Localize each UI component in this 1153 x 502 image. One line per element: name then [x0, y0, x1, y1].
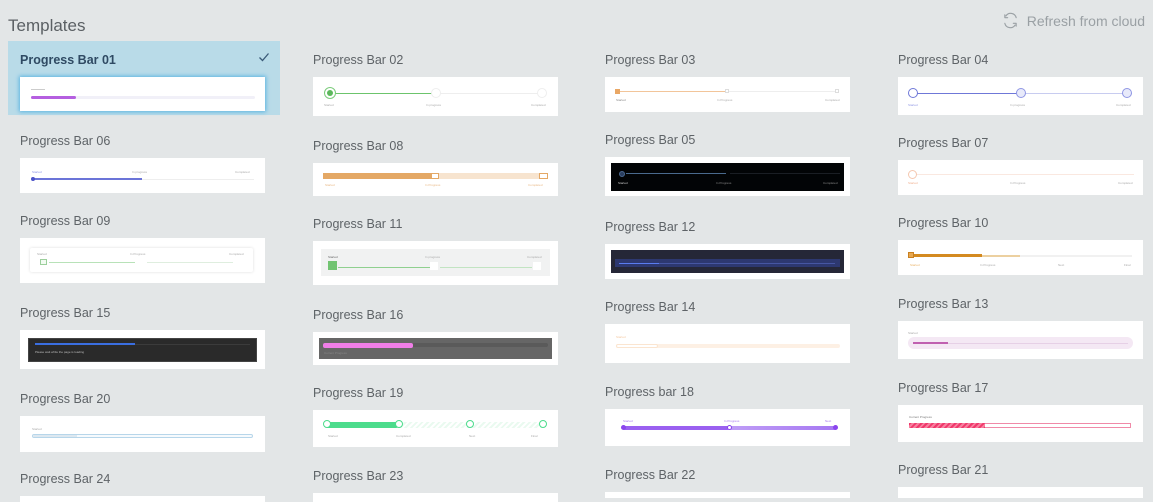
template-name: Progress Bar 12 [605, 220, 696, 234]
template-name: Progress Bar 17 [898, 381, 989, 395]
template-name: Progress Bar 11 [313, 217, 403, 231]
template-progress-bar-02[interactable]: Progress Bar 02 Started In progress Comp… [301, 53, 573, 117]
template-name: Progress Bar 22 [605, 468, 696, 482]
template-progress-bar-19[interactable]: Progress Bar 19 Started Completed Next F… [301, 386, 573, 450]
template-progress-bar-16[interactable]: Progress Bar 16 Current Progress [301, 308, 573, 368]
template-progress-bar-15[interactable]: Progress Bar 15 Please wait while the pa… [8, 306, 280, 370]
template-thumbnail [20, 77, 265, 111]
template-progress-bar-23[interactable]: Progress Bar 23 [301, 469, 573, 502]
checkmark-icon [259, 53, 269, 62]
template-thumbnail: Started In progress Completed [898, 77, 1143, 115]
template-thumbnail: Started Completed Next Final [313, 410, 558, 447]
template-thumbnail: Started In Progress Completed [605, 157, 850, 196]
template-name: Progress Bar 16 [313, 308, 404, 322]
template-thumbnail: Started In Progress Completed [313, 163, 558, 196]
page-title: Templates [8, 16, 86, 35]
template-thumbnail: Started In Progress Completed [605, 77, 850, 112]
template-name: Progress Bar 24 [20, 472, 111, 486]
template-name: Progress Bar 19 [313, 386, 404, 400]
template-name: Progress Bar 09 [20, 214, 111, 228]
template-progress-bar-14[interactable]: Progress Bar 14 Started [593, 300, 865, 364]
template-progress-bar-13[interactable]: Progress Bar 13 Started [886, 297, 1153, 361]
template-thumbnail [313, 493, 558, 502]
loading-text: Please wait while the page is loading [35, 350, 85, 354]
template-thumbnail: Started In progress Completed [20, 158, 265, 193]
template-name: Progress Bar 05 [605, 133, 696, 147]
template-name: Progress Bar 13 [898, 297, 989, 311]
template-thumbnail: Current Progress [898, 405, 1143, 442]
template-progress-bar-07[interactable]: Progress Bar 07 Started In Progress Comp… [886, 136, 1153, 196]
template-thumbnail [605, 244, 850, 279]
template-progress-bar-08[interactable]: Progress Bar 08 Started In Progress Comp… [301, 139, 573, 199]
template-name: Progress Bar 14 [605, 300, 696, 314]
template-thumbnail: Current Progress [313, 332, 558, 365]
template-progress-bar-09[interactable]: Progress Bar 09 Started In Progress Comp… [8, 214, 280, 284]
template-progress-bar-22[interactable]: Progress Bar 22 [593, 468, 865, 502]
template-name: Progress Bar 15 [20, 306, 111, 320]
template-progress-bar-03[interactable]: Progress Bar 03 Started In Progress Comp… [593, 53, 865, 113]
template-progress-bar-05[interactable]: Progress Bar 05 Started In Progress Comp… [593, 133, 865, 197]
template-thumbnail: Started [898, 321, 1143, 359]
template-progress-bar-11[interactable]: Progress Bar 11 Started In progress Comp… [301, 217, 573, 289]
template-thumbnail: Started In Progress Next Final [898, 240, 1143, 275]
template-progress-bar-12[interactable]: Progress Bar 12 [593, 220, 865, 280]
template-name: Progress Bar 06 [20, 134, 111, 148]
template-thumbnail [605, 492, 850, 498]
template-progress-bar-10[interactable]: Progress Bar 10 Started In Progress Next… [886, 216, 1153, 276]
template-name: Progress Bar 07 [898, 136, 989, 150]
template-progress-bar-18[interactable]: Progress bar 18 Started In Progress Next [593, 385, 865, 449]
template-thumbnail [20, 496, 265, 502]
refresh-label: Refresh from cloud [1026, 12, 1145, 29]
template-thumbnail: Started In progress Completed [313, 77, 558, 116]
template-name: Progress bar 18 [605, 385, 694, 399]
template-progress-bar-20[interactable]: Progress Bar 20 Started [8, 392, 280, 454]
template-progress-bar-06[interactable]: Progress Bar 06 Started In progress Comp… [8, 134, 280, 194]
template-thumbnail: Started In progress Completed [313, 241, 558, 285]
template-name: Progress Bar 01 [20, 53, 116, 67]
template-thumbnail [898, 487, 1143, 498]
template-name: Progress Bar 03 [605, 53, 696, 67]
refresh-icon [1003, 12, 1017, 29]
template-progress-bar-21[interactable]: Progress Bar 21 [886, 463, 1153, 502]
template-thumbnail: Started In Progress Completed [20, 238, 265, 283]
template-name: Progress Bar 20 [20, 392, 111, 406]
template-progress-bar-01[interactable]: Progress Bar 01 [8, 41, 280, 115]
template-progress-bar-04[interactable]: Progress Bar 04 Started In progress Comp… [886, 53, 1153, 115]
template-name: Progress Bar 10 [898, 216, 989, 230]
template-thumbnail: Started In Progress Completed [898, 160, 1143, 195]
template-thumbnail: Started In Progress Next [605, 409, 850, 446]
template-progress-bar-17[interactable]: Progress Bar 17 Current Progress [886, 381, 1153, 445]
status-text: Started [32, 427, 42, 431]
template-name: Progress Bar 04 [898, 53, 989, 67]
template-name: Progress Bar 21 [898, 463, 989, 477]
template-name: Progress Bar 08 [313, 139, 404, 153]
template-progress-bar-24[interactable]: Progress Bar 24 [8, 472, 280, 502]
template-thumbnail: Started [605, 324, 850, 363]
refresh-from-cloud-button[interactable]: Refresh from cloud [1002, 12, 1145, 29]
template-thumbnail: Started [20, 416, 265, 452]
template-thumbnail: Please wait while the page is loading [20, 330, 265, 369]
template-name: Progress Bar 23 [313, 469, 404, 483]
template-name: Progress Bar 02 [313, 53, 404, 67]
